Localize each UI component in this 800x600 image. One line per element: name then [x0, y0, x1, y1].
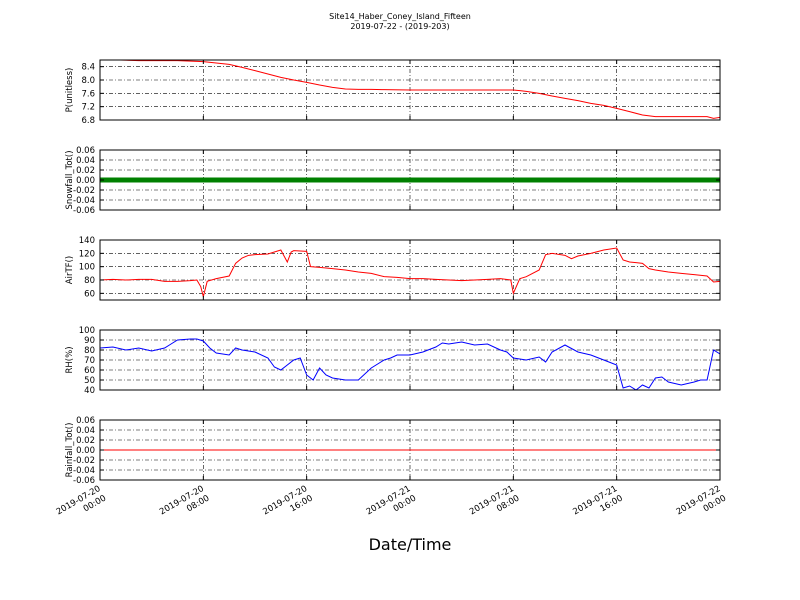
x-tick-label: 2019-07-2116:00	[571, 484, 624, 527]
y-axis-label: RH(%)	[65, 346, 75, 373]
x-tick-label: 2019-07-2108:00	[468, 484, 521, 527]
series-line	[104, 60, 720, 119]
y-tick-label: 0.00	[76, 446, 95, 456]
panel-0: 6.8 7.2 7.6 8.0 8.4 P(unitless)	[65, 59, 721, 126]
y-tick-label: 7.2	[81, 103, 95, 113]
y-tick-label: 50	[84, 376, 95, 386]
y-tick-label: -0.06	[73, 476, 95, 486]
y-tick-label: 0.00	[76, 176, 95, 186]
y-tick-label: -0.06	[73, 206, 95, 216]
y-tick-label: 40	[84, 386, 95, 396]
x-tick-label: 2019-07-2200:00	[675, 484, 728, 527]
y-tick-label: 70	[84, 356, 95, 366]
panel-2: 60 80 100 120 140 AirTF()	[65, 236, 721, 301]
y-tick-label: 80	[84, 346, 95, 356]
y-tick-label: 8.0	[81, 76, 95, 86]
series-line	[100, 247, 720, 297]
y-tick-label: 100	[79, 326, 95, 336]
y-tick-label: 140	[79, 236, 95, 246]
series-line	[100, 338, 720, 390]
panels: 6.87.27.68.08.4P(unitless)-0.06-0.04-0.0…	[65, 59, 721, 486]
y-tick-label: 7.6	[81, 89, 95, 99]
y-tick-label: -0.02	[73, 186, 95, 196]
y-tick-label: 0.04	[76, 426, 95, 436]
y-tick-label: 8.4	[81, 63, 95, 73]
y-axis-label: P(unitless)	[65, 68, 75, 113]
panel-1: -0.06-0.04-0.020.000.020.040.06Snowfall_…	[65, 146, 721, 216]
y-tick-label: 0.06	[76, 146, 95, 156]
y-tick-label: 6.8	[81, 116, 95, 126]
x-axis-label: Date/Time	[369, 535, 452, 554]
y-tick-label: 120	[79, 249, 95, 259]
y-tick-label: -0.04	[73, 196, 95, 206]
x-tick-labels: 2019-07-2000:00 2019-07-2008:00 2019-07-20…	[55, 484, 728, 527]
y-tick-label: 60	[84, 366, 95, 376]
figure-subtitle: 2019-07-22 - (2019-203)	[350, 22, 449, 31]
panel-4: -0.06-0.04-0.020.000.020.040.06Rainfall_…	[65, 416, 721, 486]
y-axis-label: AirTF()	[65, 256, 75, 284]
x-tick-label: 2019-07-2100:00	[365, 484, 418, 527]
figure-title: Site14_Haber_Coney_Island_Fifteen	[329, 12, 471, 21]
x-tick-label: 2019-07-2016:00	[261, 484, 314, 527]
y-tick-label: 0.04	[76, 156, 95, 166]
y-tick-label: 80	[84, 276, 95, 286]
y-axis-label: Snowfall_Tot()	[65, 150, 75, 209]
y-tick-label: -0.02	[73, 456, 95, 466]
y-tick-label: -0.04	[73, 466, 95, 476]
y-tick-label: 0.02	[76, 166, 95, 176]
y-tick-label: 90	[84, 336, 95, 346]
y-tick-label: 100	[79, 263, 95, 273]
y-tick-label: 0.02	[76, 436, 95, 446]
y-axis-label: Rainfall_Tot()	[65, 423, 75, 478]
y-tick-label: 60	[84, 289, 95, 299]
y-tick-label: 0.06	[76, 416, 95, 426]
x-tick-label: 2019-07-2000:00	[55, 484, 108, 527]
x-tick-label: 2019-07-2008:00	[158, 484, 211, 527]
